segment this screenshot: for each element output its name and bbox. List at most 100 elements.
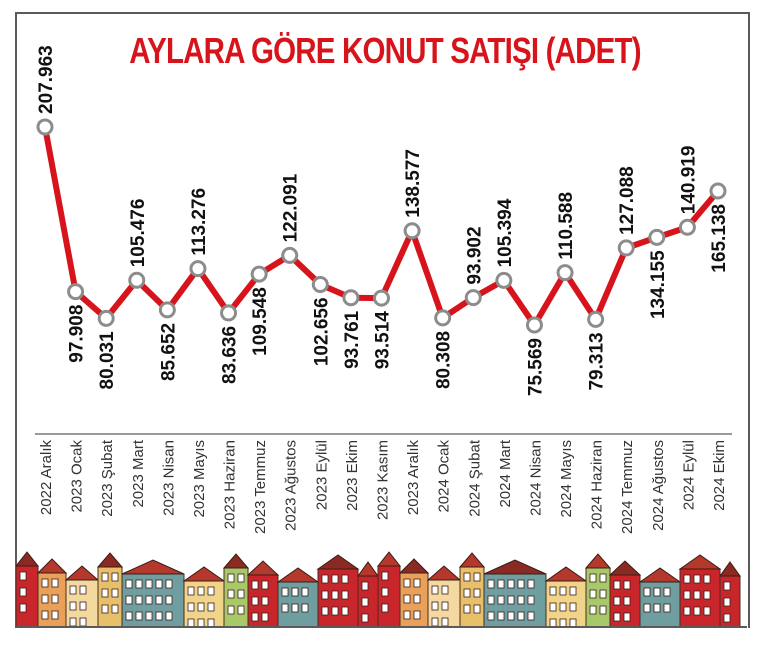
house-window: [653, 603, 661, 613]
house-window: [413, 594, 421, 604]
house-roof: [376, 551, 402, 567]
house-window: [463, 588, 471, 598]
data-point-marker: [158, 301, 176, 319]
house-roof: [544, 566, 588, 582]
house-window: [599, 589, 607, 599]
house-window: [125, 579, 133, 589]
house-window: [507, 611, 515, 621]
house-window: [663, 587, 671, 597]
x-axis-tick-label: 2024 Eylül: [680, 440, 697, 510]
house-window: [693, 590, 701, 600]
house-window: [341, 606, 349, 616]
house-window: [703, 590, 711, 600]
x-axis-labels: 2022 Aralık 2023 Ocak 2023 Şubat 2023 Mart 2…: [38, 439, 728, 534]
house-body: [585, 567, 611, 628]
house-window: [663, 603, 671, 613]
house-window: [703, 574, 711, 584]
house-window: [197, 602, 205, 612]
house-window: [613, 580, 621, 590]
house-window: [101, 604, 109, 614]
house-window: [599, 573, 607, 583]
house-roof: [16, 551, 40, 567]
house-window: [261, 580, 269, 590]
house-window: [101, 572, 109, 582]
data-value-label: 105.394: [495, 198, 516, 267]
house-window: [187, 586, 195, 596]
house-window: [101, 588, 109, 598]
house-window: [463, 604, 471, 614]
data-point-marker: [373, 289, 390, 307]
house-window: [111, 588, 119, 598]
chart-series: 207.963 97.908 80.031 105.476 85.652 113.276 8…: [36, 45, 730, 396]
x-axis-tick-label: 2023 Ağustos: [283, 440, 300, 531]
house-window: [19, 587, 27, 597]
house-roof: [426, 565, 462, 581]
data-value-label: 79.313: [587, 332, 608, 390]
houses-illustration: [16, 540, 747, 628]
house-window: [413, 610, 421, 620]
house-body: [97, 566, 123, 628]
data-point-marker: [525, 316, 543, 334]
house-window: [589, 605, 597, 615]
house-roof: [246, 560, 280, 576]
house-window: [549, 586, 557, 596]
house-roof: [458, 552, 486, 568]
house-window: [559, 618, 567, 628]
house-window: [237, 589, 245, 599]
house-window: [69, 601, 77, 611]
x-axis-tick-label: 2023 Aralık: [405, 440, 422, 516]
house-window: [497, 611, 505, 621]
house-window: [473, 604, 481, 614]
house-window: [559, 586, 567, 596]
house-roof: [719, 561, 741, 577]
house-window: [723, 581, 731, 591]
house-window: [473, 572, 481, 582]
house-window: [527, 611, 535, 621]
data-value-label: 138.577: [403, 149, 424, 218]
data-point-marker: [189, 260, 207, 278]
x-axis-tick-label: 2023 Eylül: [313, 440, 330, 510]
data-point-marker: [556, 264, 574, 282]
x-axis-tick-label: 2023 Şubat: [99, 439, 116, 517]
house-window: [187, 602, 195, 612]
house-window: [145, 595, 153, 605]
house-window: [643, 603, 651, 613]
house-roof: [357, 561, 379, 577]
house-window: [623, 612, 631, 622]
house-window: [197, 618, 205, 628]
data-point-marker: [250, 265, 268, 283]
house-window: [569, 618, 577, 628]
house-window: [51, 578, 59, 588]
house-window: [321, 574, 329, 584]
house-window: [111, 572, 119, 582]
house-window: [341, 590, 349, 600]
data-value-label: 109.548: [250, 287, 271, 356]
house-roof: [36, 558, 68, 574]
house-window: [569, 602, 577, 612]
house-window: [441, 617, 449, 627]
house-window: [41, 578, 49, 588]
house-window: [197, 586, 205, 596]
data-point-marker: [311, 275, 329, 293]
house-window: [69, 585, 77, 595]
house-window: [431, 601, 439, 611]
data-point-marker: [709, 182, 727, 200]
house-window: [79, 617, 87, 627]
house-window: [321, 606, 329, 616]
house-window: [155, 579, 163, 589]
x-axis-tick-label: 2024 Ekim: [711, 440, 728, 511]
house-window: [341, 574, 349, 584]
house-window: [135, 579, 143, 589]
house-window: [473, 588, 481, 598]
data-value-label: 110.588: [556, 192, 577, 260]
house-window: [145, 611, 153, 621]
house-window: [487, 611, 495, 621]
house-window: [643, 587, 651, 597]
house-window: [381, 571, 389, 581]
data-point-marker: [67, 283, 85, 301]
house-window: [207, 586, 215, 596]
house-window: [135, 611, 143, 621]
house-window: [155, 611, 163, 621]
chart-frame: [15, 12, 750, 628]
